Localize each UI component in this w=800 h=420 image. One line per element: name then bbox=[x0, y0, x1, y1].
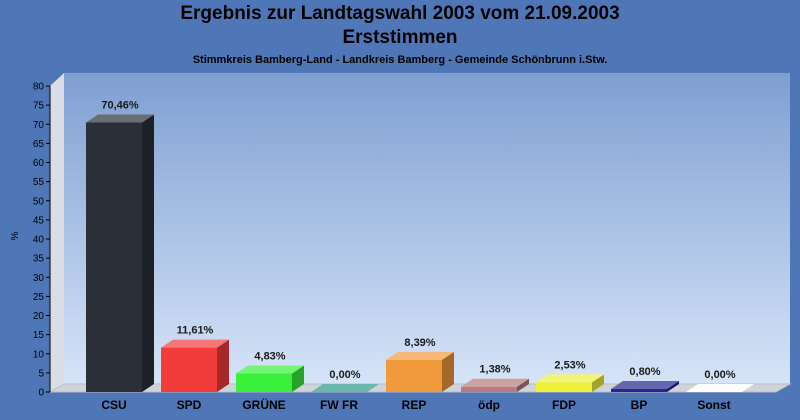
bar-group: 4,83% GRÜNE bbox=[236, 351, 304, 412]
category-label: REP bbox=[402, 398, 427, 412]
bar-top bbox=[536, 374, 604, 383]
plot-back-wall bbox=[64, 73, 790, 384]
bar-group: 0,00% FW FR bbox=[311, 369, 379, 412]
y-tick-label: 60 bbox=[33, 158, 45, 169]
y-axis-label: % bbox=[10, 231, 21, 240]
y-tick-label: 20 bbox=[33, 311, 45, 322]
bar-top bbox=[686, 384, 754, 392]
category-label: FW FR bbox=[320, 398, 358, 412]
bar bbox=[461, 386, 517, 392]
category-label: GRÜNE bbox=[242, 397, 285, 412]
bar-side bbox=[142, 114, 154, 392]
y-tick-label: 40 bbox=[33, 235, 45, 246]
y-tick-label: 15 bbox=[33, 330, 45, 341]
category-label: ödp bbox=[478, 398, 500, 412]
data-label: 0,00% bbox=[329, 369, 360, 381]
category-label: CSU bbox=[101, 398, 126, 412]
bar-top bbox=[461, 378, 529, 387]
data-label: 2,53% bbox=[554, 359, 585, 371]
bar-group: 0,80% BP bbox=[611, 366, 679, 412]
data-label: 0,00% bbox=[704, 369, 735, 381]
y-tick-label: 75 bbox=[33, 101, 45, 112]
bars: 70,46% CSU 11,61% SPD 4,83% GRÜNE 0,00% FW FR 8,… bbox=[86, 99, 754, 412]
category-label: FDP bbox=[552, 398, 576, 412]
chart-caption: Stimmkreis Bamberg-Land - Landkreis Bamb… bbox=[192, 54, 608, 66]
category-label: SPD bbox=[177, 398, 202, 412]
y-tick-label: 50 bbox=[33, 196, 45, 207]
category-label: BP bbox=[631, 398, 648, 412]
bar-top bbox=[236, 365, 304, 374]
y-tick-label: 45 bbox=[33, 215, 45, 226]
bar bbox=[86, 122, 142, 392]
y-tick-label: 55 bbox=[33, 177, 45, 188]
category-label: Sonst bbox=[697, 398, 730, 412]
bar bbox=[161, 347, 217, 392]
chart-subtitle: Erststimmen bbox=[342, 27, 458, 48]
bar-top bbox=[386, 351, 454, 360]
bar-group: 1,38% ödp bbox=[461, 364, 529, 412]
bar bbox=[536, 382, 592, 392]
bar-side bbox=[292, 365, 304, 392]
data-label: 1,38% bbox=[479, 364, 510, 376]
chart-title: Ergebnis zur Landtagswahl 2003 vom 21.09… bbox=[180, 3, 620, 24]
y-tick-label: 5 bbox=[38, 368, 44, 379]
y-tick-label: 70 bbox=[33, 120, 45, 131]
data-label: 8,39% bbox=[404, 337, 435, 349]
y-tick-label: 10 bbox=[33, 349, 45, 360]
bar bbox=[611, 388, 667, 392]
bar-group: 2,53% FDP bbox=[536, 359, 604, 412]
y-tick-label: 65 bbox=[33, 139, 45, 150]
bar-side bbox=[442, 351, 454, 392]
bar-group: 0,00% Sonst bbox=[686, 369, 754, 412]
y-tick-label: 0 bbox=[38, 388, 44, 399]
bar-side bbox=[592, 374, 604, 392]
data-label: 11,61% bbox=[177, 325, 214, 337]
bar-group: 8,39% REP bbox=[386, 337, 454, 412]
y-tick-label: 25 bbox=[33, 292, 45, 303]
y-tick-label: 35 bbox=[33, 254, 45, 265]
bar-side bbox=[517, 378, 529, 392]
bar bbox=[236, 373, 292, 392]
bar-top bbox=[311, 384, 379, 392]
bar-top bbox=[161, 339, 229, 348]
data-label: 4,83% bbox=[254, 351, 285, 363]
bar bbox=[386, 359, 442, 392]
y-axis: 0 5 10 15 20 25 30 35 40 45 50 55 60 65 70 75 80 bbox=[33, 82, 51, 399]
bar-side bbox=[217, 339, 229, 392]
bar-group: 11,61% SPD bbox=[161, 325, 229, 412]
bar-group: 70,46% CSU bbox=[86, 99, 154, 412]
y-tick-label: 80 bbox=[33, 82, 45, 93]
y-tick-label: 30 bbox=[33, 273, 45, 284]
data-label: 70,46% bbox=[101, 99, 139, 111]
plot-side-wall bbox=[50, 73, 64, 392]
bar-top bbox=[86, 114, 154, 123]
data-label: 0,80% bbox=[629, 366, 660, 378]
bar-side bbox=[667, 380, 679, 392]
bar-top bbox=[611, 380, 679, 389]
